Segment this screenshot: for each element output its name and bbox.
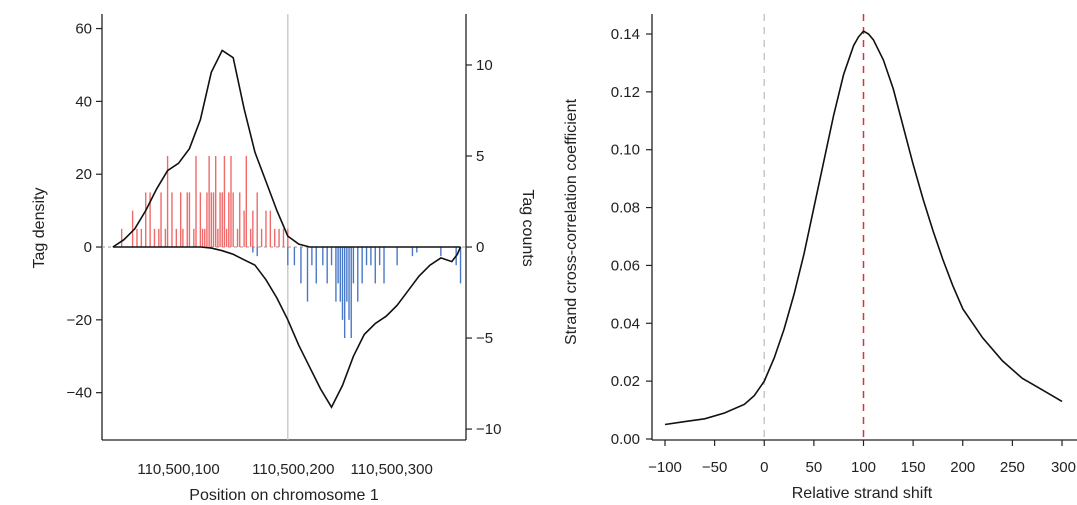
x-axis-label: Relative strand shift: [792, 485, 933, 502]
x-tick-label: 250: [1000, 459, 1025, 476]
x-tick-label: 300: [1051, 459, 1076, 476]
x-tick-label: 150: [901, 459, 926, 476]
reverse-density-line: [113, 247, 461, 407]
y-tick-label: 0.12: [611, 84, 640, 101]
y-ticks: 0.00 0.02 0.04 0.06 0.08 0.10 0.12 0.14: [611, 26, 652, 448]
x-tick-labels: 110,500,100 110,500,200 110,500,300: [137, 461, 432, 478]
y-tick-label: 0.08: [611, 200, 640, 217]
right-y-tick-label: −10: [476, 421, 501, 438]
y-tick-label: 0: [84, 239, 92, 256]
y-tick-label: 60: [75, 21, 92, 38]
x-tick-label: 100: [851, 459, 876, 476]
y-tick-label: 0.00: [611, 431, 640, 448]
x-tick-label: 110,500,200: [252, 461, 334, 478]
x-tick-label: 50: [806, 459, 823, 476]
left-y-ticks: 60 40 20 0 −20 −40: [67, 21, 102, 402]
x-tick-label: −50: [702, 459, 727, 476]
x-tick-label: 110,500,100: [137, 461, 219, 478]
right-y-tick-label: −5: [476, 330, 493, 347]
y-tick-label: 0.14: [611, 26, 640, 43]
y-axis-label: Tag density: [31, 188, 48, 269]
y-tick-label: 40: [75, 93, 92, 110]
right-y-tick-label: 0: [476, 239, 484, 256]
y-tick-label: 20: [75, 166, 92, 183]
x-axis-label: Position on chromosome 1: [189, 487, 379, 504]
right-y-axis-label: Tag counts: [519, 189, 536, 266]
y-tick-label: 0.10: [611, 142, 640, 159]
y-tick-label: −20: [67, 312, 92, 329]
reference-lines: [764, 14, 863, 440]
forward-density-line: [113, 50, 461, 247]
right-y-ticks: 10 5 0 −5 −10: [466, 57, 501, 438]
right-y-tick-label: 5: [476, 148, 484, 165]
x-tick-label: −100: [648, 459, 682, 476]
cross-correlation-panel: 0.00 0.02 0.04 0.06 0.08 0.10 0.12 0.14 −100 −50…: [563, 14, 1077, 502]
x-tick-label: 200: [950, 459, 975, 476]
right-y-tick-label: 10: [476, 57, 493, 74]
x-tick-label: 110,500,300: [351, 461, 433, 478]
y-tick-label: −40: [67, 385, 92, 402]
x-ticks: −100 −50 0 50 100 150 200 250 300: [648, 440, 1076, 476]
x-tick-label: 0: [760, 459, 768, 476]
y-tick-label: 0.04: [611, 315, 640, 332]
y-tick-label: 0.06: [611, 257, 640, 274]
reverse-tag-bars: [253, 247, 461, 338]
forward-tag-bars: [122, 156, 288, 247]
y-axis-label: Strand cross-correlation coefficient: [563, 98, 580, 345]
y-tick-label: 0.02: [611, 373, 640, 390]
